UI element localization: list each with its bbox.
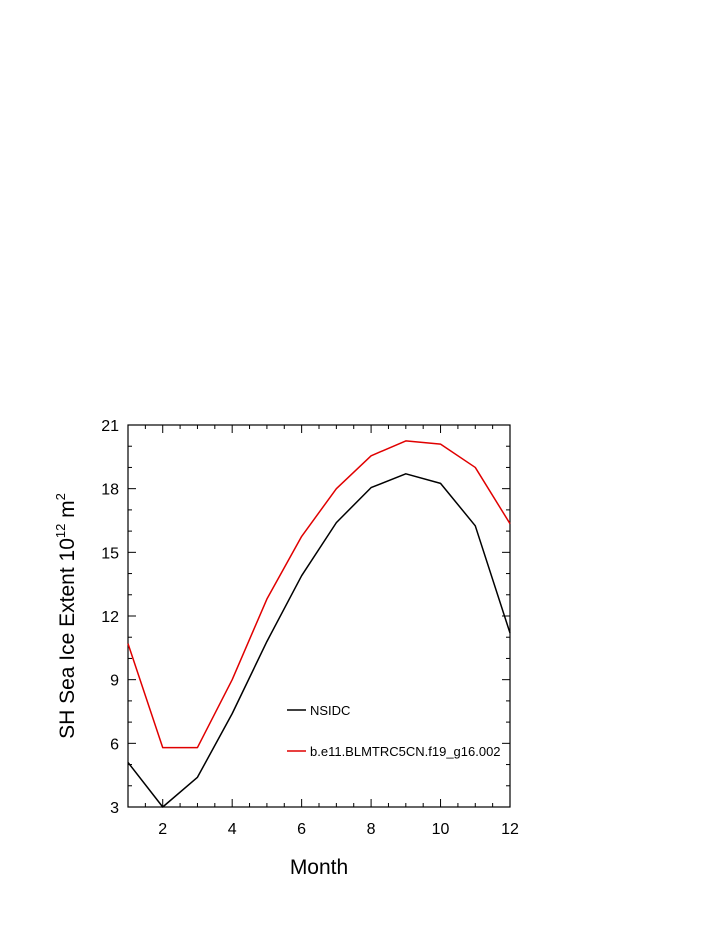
y-axis-title-exponent: 12	[53, 524, 68, 538]
x-tick-label: 10	[432, 821, 450, 838]
x-tick-label: 6	[297, 821, 306, 838]
series-layer	[127, 440, 511, 808]
y-tick-label: 3	[110, 800, 119, 817]
y-tick-label: 12	[101, 609, 119, 626]
axis-ticks	[127, 424, 511, 808]
legend: NSIDC b.e11.BLMTRC5CN.f19_g16.002	[287, 703, 501, 759]
y-axis-title-unit-exponent: 2	[53, 493, 68, 500]
legend-label-model: b.e11.BLMTRC5CN.f19_g16.002	[310, 744, 501, 759]
x-tick-label: 8	[367, 821, 376, 838]
y-tick-label: 6	[110, 736, 119, 753]
tick-labels: 2 4 6 8 10 12 3 6 9 12 15 18 21	[101, 418, 519, 838]
y-axis-title: SH Sea Ice Extent 1012 m2	[53, 493, 79, 739]
y-tick-label: 18	[101, 482, 119, 499]
y-tick-label: 9	[110, 673, 119, 690]
legend-label-nsidc: NSIDC	[310, 703, 350, 718]
x-axis-title: Month	[290, 856, 348, 879]
y-tick-label: 21	[101, 418, 119, 435]
x-tick-label: 12	[501, 821, 519, 838]
series-line-1	[127, 440, 511, 749]
x-tick-label: 4	[228, 821, 237, 838]
y-tick-label: 15	[101, 545, 119, 562]
x-tick-label: 2	[158, 821, 167, 838]
series-line-0	[127, 473, 511, 808]
